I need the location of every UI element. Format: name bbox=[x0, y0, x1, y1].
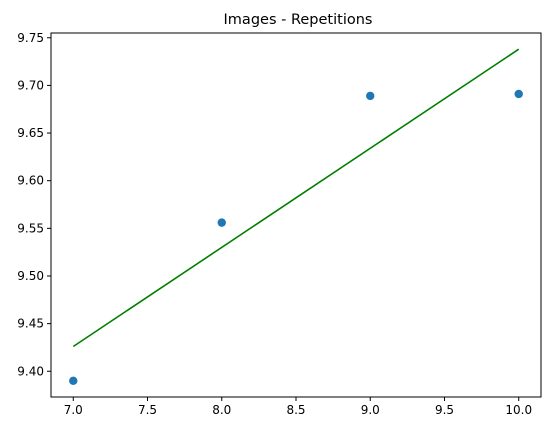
y-tick-label: 9.45 bbox=[17, 317, 44, 331]
chart-title: Images - Repetitions bbox=[224, 12, 373, 28]
y-tick-label: 9.65 bbox=[17, 126, 44, 140]
x-tick-label: 8.5 bbox=[286, 403, 305, 417]
x-tick-label: 9.5 bbox=[435, 403, 454, 417]
y-tick-label: 9.75 bbox=[17, 31, 44, 45]
axes-frame bbox=[50, 32, 542, 398]
y-tick-label: 9.60 bbox=[17, 174, 44, 188]
y-tick-label: 9.50 bbox=[17, 269, 44, 283]
x-tick-label: 7.5 bbox=[138, 403, 157, 417]
y-tick-label: 9.40 bbox=[17, 364, 44, 378]
x-tick-label: 9.0 bbox=[361, 403, 380, 417]
x-tick-label: 8.0 bbox=[212, 403, 231, 417]
scatter-point bbox=[514, 89, 523, 99]
x-tick-label: 7.0 bbox=[64, 403, 83, 417]
y-tick-label: 9.55 bbox=[17, 221, 44, 235]
x-tick-label: 10.0 bbox=[505, 403, 532, 417]
scatter-point bbox=[69, 376, 78, 386]
trend-line bbox=[72, 48, 520, 348]
scatter-point bbox=[366, 91, 375, 101]
plot-area: 7.0 7.5 8.0 8.5 9.0 9.5 10.0 9.40 9.45 9.50 9.55 9.… bbox=[17, 31, 532, 417]
y-tick-label: 9.70 bbox=[17, 78, 44, 92]
scatter-point bbox=[217, 218, 226, 227]
